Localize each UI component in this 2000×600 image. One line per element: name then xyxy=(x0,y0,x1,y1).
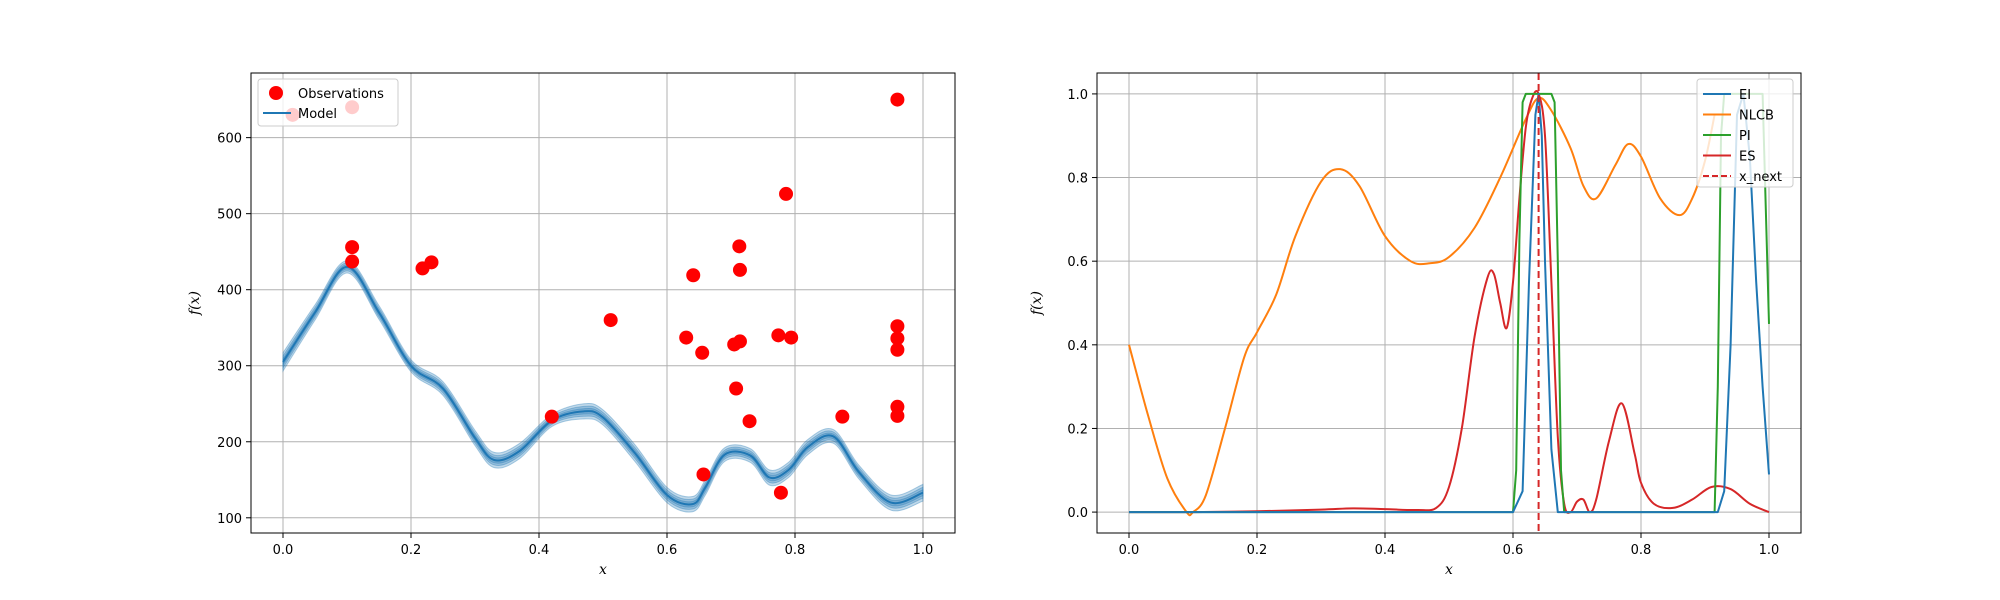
legend-box xyxy=(257,78,399,127)
x-tick-label: 0.4 xyxy=(529,543,550,558)
observation-point xyxy=(686,268,701,283)
observation-point xyxy=(345,240,360,255)
y-axis-label: f(x) xyxy=(1029,291,1045,316)
x-tick-label: 0.2 xyxy=(401,543,422,558)
x-axis-label: x xyxy=(1445,562,1453,578)
observation-point xyxy=(742,414,757,429)
x-tick-label: 0.0 xyxy=(273,543,294,558)
observation-point xyxy=(835,409,850,424)
x-tick-label: 1.0 xyxy=(1759,543,1780,558)
observation-point xyxy=(771,328,786,343)
left-chart-panel: 0.0 0.2 0.4 0.6 0.8 1.0 100 200 300 400 500 600 x f(x… xyxy=(187,72,956,578)
y-tick-label: 100 xyxy=(217,512,242,527)
observation-point xyxy=(696,467,711,482)
x-tick-label: 1.0 xyxy=(913,543,934,558)
series-line-pi xyxy=(1129,92,1770,514)
plot-frame xyxy=(250,72,956,534)
plot-area xyxy=(282,92,924,513)
observation-point xyxy=(424,255,439,270)
y-tick-label: 0.0 xyxy=(1067,506,1088,521)
observation-point xyxy=(732,334,747,349)
observation-point xyxy=(695,345,710,360)
observation-point xyxy=(345,254,360,269)
y-tick-label: 0.4 xyxy=(1067,339,1088,354)
series-line-es xyxy=(1128,90,1770,514)
model-confidence-band xyxy=(282,264,924,508)
right-chart-panel: 0.0 0.2 0.4 0.6 0.8 1.0 0.0 0.2 0.4 0.6 0.8 1.0 x f(x… xyxy=(1029,72,1802,578)
legend: EI NLCB PI ES x_next xyxy=(1696,78,1794,188)
y-tick-label: 500 xyxy=(217,208,242,223)
observation-point xyxy=(729,381,744,396)
observation-point xyxy=(544,409,559,424)
observation-point xyxy=(890,408,905,423)
legend-label-x-next: x_next xyxy=(1739,170,1782,185)
x-tick-label: 0.4 xyxy=(1375,543,1396,558)
x-tick-label: 0.8 xyxy=(1631,543,1652,558)
observation-point xyxy=(773,485,788,500)
x-tick-label: 0.2 xyxy=(1247,543,1268,558)
legend-label-observations: Observations xyxy=(298,87,384,102)
legend-label-es: ES xyxy=(1739,150,1755,165)
legend-label-ei: EI xyxy=(1739,88,1751,103)
x-tick-label: 0.6 xyxy=(657,543,678,558)
model-mean-line xyxy=(282,265,924,506)
observation-point xyxy=(784,330,799,345)
series-line-ei xyxy=(1129,92,1770,514)
y-axis-label: f(x) xyxy=(187,291,203,316)
x-tick-label: 0.8 xyxy=(785,543,806,558)
legend-box xyxy=(1696,78,1794,188)
legend-marker-observations xyxy=(269,86,283,100)
legend-label-model: Model xyxy=(298,107,337,122)
x-tick-label: 0.6 xyxy=(1503,543,1524,558)
series-line-nlcb xyxy=(1128,96,1716,517)
y-tick-label: 300 xyxy=(217,360,242,375)
y-tick-label: 0.2 xyxy=(1067,422,1088,437)
legend-label-nlcb: NLCB xyxy=(1739,109,1774,124)
observation-point xyxy=(732,262,747,277)
legend-label-pi: PI xyxy=(1739,129,1751,144)
x-axis-label: x xyxy=(599,562,607,578)
observation-point xyxy=(890,342,905,357)
y-tick-label: 200 xyxy=(217,436,242,451)
y-tick-label: 400 xyxy=(217,284,242,299)
y-tick-label: 600 xyxy=(217,132,242,147)
observation-point xyxy=(890,92,905,107)
y-tick-label: 0.8 xyxy=(1067,172,1088,187)
y-tick-label: 1.0 xyxy=(1067,88,1088,103)
legend: Observations Model xyxy=(257,78,399,127)
plot-frame xyxy=(1096,72,1802,534)
plot-area xyxy=(1128,73,1770,533)
observation-point xyxy=(890,319,905,334)
observation-point xyxy=(603,313,618,328)
x-tick-label: 0.0 xyxy=(1119,543,1140,558)
observation-point xyxy=(779,186,794,201)
model-confidence-band xyxy=(282,262,924,510)
observation-point xyxy=(679,330,694,345)
y-tick-label: 0.6 xyxy=(1067,255,1088,270)
observation-point xyxy=(732,239,747,254)
observation-point xyxy=(890,331,905,346)
model-confidence-band xyxy=(282,260,924,513)
